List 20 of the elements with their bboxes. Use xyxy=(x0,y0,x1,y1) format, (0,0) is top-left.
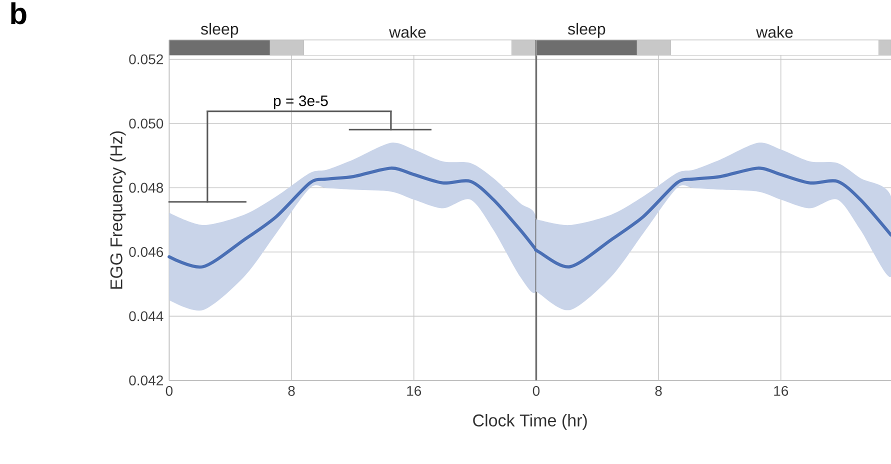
band-label: sleep xyxy=(200,23,238,38)
x-tick-label: 0 xyxy=(532,386,540,396)
y-tick-label: 0.042 xyxy=(129,376,163,386)
y-tick-label: 0.044 xyxy=(129,311,164,322)
x-tick-label: 0 xyxy=(166,386,173,396)
chart-title: b xyxy=(11,2,26,24)
y-tick-label: 0.050 xyxy=(129,118,164,129)
x-axis-title: Clock Time (hr) xyxy=(473,414,587,430)
band-label: wake xyxy=(389,26,426,38)
band-label: sleep xyxy=(568,23,606,38)
band-label: wake xyxy=(756,26,793,38)
x-tick-label: 8 xyxy=(288,386,295,396)
y-axis-title: EGG Frequency (Hz) xyxy=(110,132,126,289)
y-tick-label: 0.046 xyxy=(129,247,164,258)
y-tick-label: 0.048 xyxy=(129,183,164,193)
x-tick-label: 8 xyxy=(655,386,662,396)
x-tick-label: 16 xyxy=(407,386,422,396)
x-tick-label: 16 xyxy=(774,386,788,396)
y-tick-label: 0.052 xyxy=(129,54,163,65)
annotation: p = 3e-5 xyxy=(274,96,328,110)
